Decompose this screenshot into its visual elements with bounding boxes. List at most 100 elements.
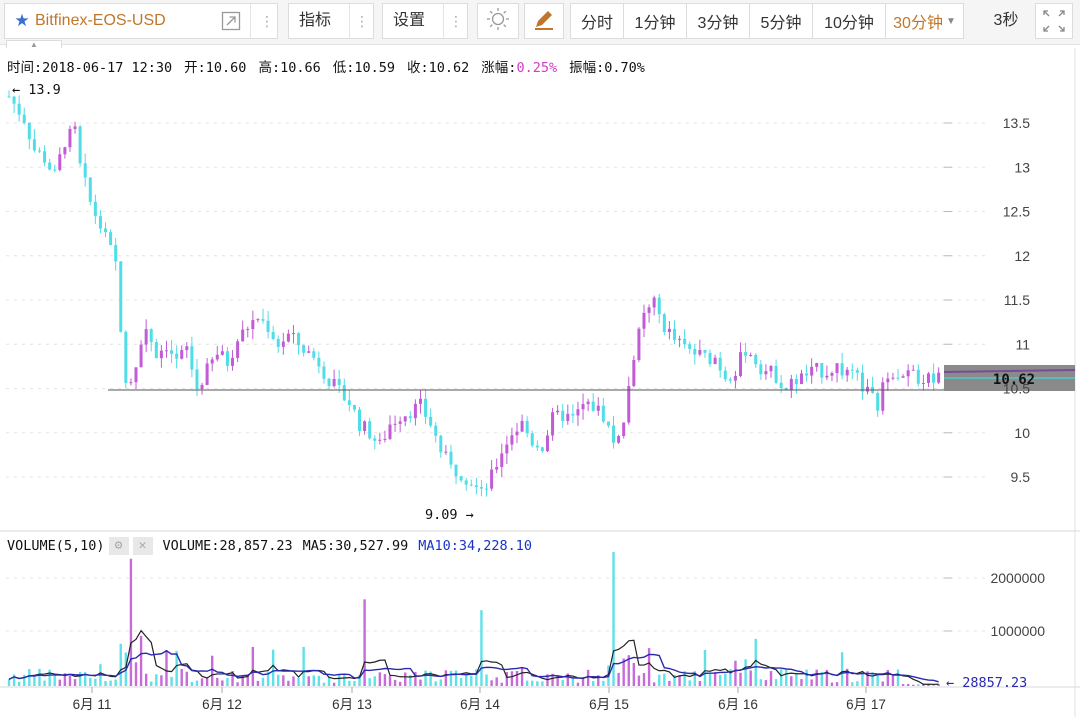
- volume-bar: [150, 681, 153, 686]
- more-icon[interactable]: ⋮: [260, 13, 274, 29]
- volume-bar: [800, 679, 803, 686]
- indicator-more-icon[interactable]: ⋮: [355, 13, 369, 29]
- indicator-button[interactable]: 指标 ⋮: [288, 3, 374, 39]
- last-price-line: [943, 369, 1076, 373]
- volume-bar: [43, 680, 46, 686]
- volume-bar: [901, 684, 905, 686]
- volume-bar: [642, 672, 646, 686]
- volume-bar: [170, 676, 173, 686]
- candle-body: [286, 333, 290, 342]
- volume-bar: [114, 679, 117, 686]
- volume-ma10: MA10:34,228.10: [418, 538, 533, 554]
- volume-bar: [17, 681, 21, 686]
- candle-body: [617, 436, 621, 443]
- volume-bar: [830, 682, 834, 686]
- volume-bar: [236, 682, 239, 686]
- settings-button[interactable]: 设置 ⋮: [382, 3, 468, 39]
- volume-bar: [297, 677, 300, 686]
- collapse-toggle[interactable]: ▲: [6, 40, 62, 49]
- draw-tool-button[interactable]: [524, 3, 564, 39]
- volume-bar: [353, 681, 356, 686]
- candle-body: [408, 416, 412, 419]
- star-icon[interactable]: ★: [14, 11, 30, 30]
- volume-bar: [404, 672, 407, 686]
- volume-bar: [531, 680, 534, 686]
- price-tick-label: 13: [1014, 159, 1030, 175]
- period-tab-5[interactable]: 30分钟 ▼: [886, 3, 964, 39]
- candle-body: [708, 352, 712, 364]
- refresh-interval[interactable]: 3秒: [993, 12, 1019, 29]
- volume-bar: [520, 667, 524, 686]
- last-price-label: 10.62: [993, 372, 1035, 388]
- volume-bar: [185, 671, 188, 686]
- candle-body: [434, 425, 438, 436]
- candle-body: [7, 96, 11, 98]
- candle-body: [68, 129, 72, 148]
- indicator-label: 指标: [299, 12, 332, 29]
- candle-body: [88, 177, 92, 202]
- candle-body: [911, 369, 915, 371]
- candle-body: [789, 378, 793, 390]
- volume-bar: [287, 680, 290, 686]
- candle-body: [388, 424, 392, 439]
- settings-more-icon[interactable]: ⋮: [449, 13, 463, 29]
- volume-bar: [673, 674, 676, 686]
- candle-body: [297, 333, 301, 346]
- external-link-icon[interactable]: [221, 11, 241, 31]
- volume-ma5-line: [8, 629, 939, 685]
- candle-body: [683, 338, 687, 345]
- chevron-down-icon[interactable]: ▼: [945, 15, 956, 27]
- candle-body: [109, 232, 113, 246]
- period-tab-1[interactable]: 1分钟: [624, 3, 687, 39]
- volume-bar: [693, 671, 696, 686]
- close-icon[interactable]: ✕: [132, 537, 153, 555]
- candle-body: [749, 354, 753, 356]
- candle-body: [93, 201, 97, 217]
- symbol-selector[interactable]: ★ Bitfinex-EOS-USD ⋮: [4, 3, 278, 39]
- candle-body: [733, 375, 737, 381]
- period-tab-3[interactable]: 5分钟: [750, 3, 813, 39]
- volume-bar: [94, 678, 97, 686]
- volume-bar: [470, 675, 473, 686]
- volume-bar: [256, 680, 260, 686]
- gear-icon[interactable]: ⚙: [108, 537, 129, 555]
- candle-body: [454, 464, 458, 477]
- volume-tick-label: 2000000: [990, 570, 1045, 586]
- volume-tick-label: 1000000: [990, 623, 1045, 639]
- candle-body: [490, 469, 494, 489]
- candle-body: [485, 488, 489, 490]
- candle-body: [860, 372, 864, 392]
- candle-body: [739, 352, 743, 376]
- volume-bar: [785, 669, 788, 686]
- last-price-box: [944, 365, 1075, 391]
- volume-bar: [866, 671, 869, 686]
- price-tick-label: 9.5: [1011, 469, 1031, 485]
- volume-bar: [525, 680, 529, 686]
- candle-body: [678, 338, 682, 340]
- volume-bar: [33, 676, 36, 686]
- volume-bar: [317, 675, 321, 686]
- theme-toggle-button[interactable]: [477, 3, 519, 39]
- candle-body: [398, 421, 402, 424]
- volume-bar: [515, 670, 519, 686]
- candle-body: [363, 421, 367, 431]
- volume-bar: [144, 673, 148, 686]
- period-tab-2[interactable]: 3分钟: [687, 3, 750, 39]
- candle-body: [591, 401, 595, 411]
- volume-bar: [348, 680, 351, 686]
- candle-body: [667, 328, 671, 333]
- candle-body: [495, 466, 499, 470]
- info-change-value: 0.25%: [516, 60, 558, 76]
- volume-bar: [576, 682, 580, 686]
- candle-body: [73, 126, 77, 130]
- candle-body: [764, 371, 768, 375]
- candle-body: [170, 350, 174, 354]
- volume-bar: [505, 672, 509, 686]
- volume-bar: [271, 649, 275, 686]
- period-tab-4[interactable]: 10分钟: [813, 3, 886, 39]
- volume-bar: [607, 665, 610, 686]
- period-tab-0[interactable]: 分时: [570, 3, 624, 39]
- fullscreen-button[interactable]: [1035, 3, 1073, 39]
- candle-body: [393, 423, 397, 425]
